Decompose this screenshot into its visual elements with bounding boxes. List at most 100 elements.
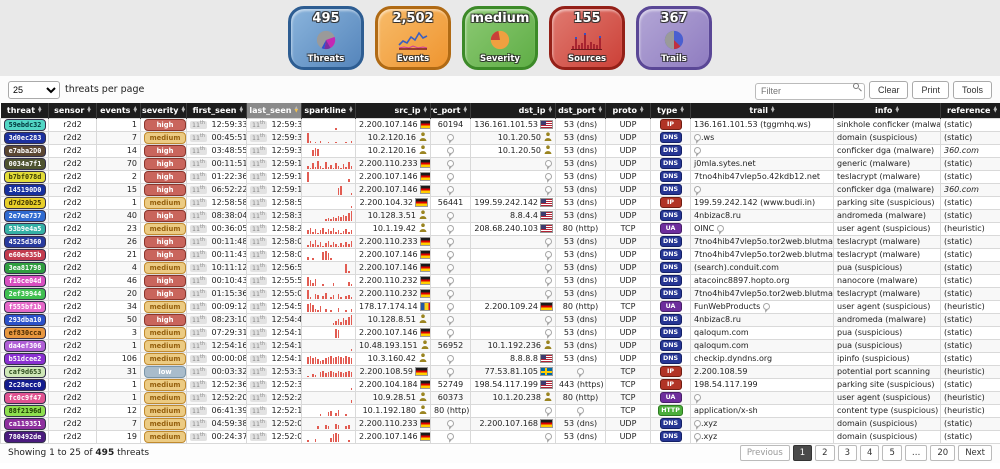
- clear-button[interactable]: Clear: [868, 80, 909, 99]
- trail-cell[interactable]: 199.59.242.142 (www.budi.in): [690, 195, 834, 210]
- severity-badge: medium: [144, 197, 186, 208]
- trail-cell[interactable]: atacoinc8897.hopto.org: [690, 273, 834, 288]
- trail-cell[interactable]: 4nbizac8.ru: [690, 208, 834, 223]
- print-button[interactable]: Print: [912, 80, 949, 99]
- pagination-next[interactable]: Next: [958, 445, 992, 461]
- trail-cell[interactable]: 198.54.117.199: [690, 377, 834, 392]
- threat-id-chip[interactable]: 0034a7f1: [4, 158, 46, 169]
- trail-cell[interactable]: .xyz: [690, 429, 834, 444]
- threat-id-chip[interactable]: e7aba2D0: [4, 145, 46, 156]
- column-header-type[interactable]: type ▲ ▼: [650, 103, 691, 118]
- column-header-sparkline[interactable]: sparkline ▲ ▼: [301, 103, 356, 118]
- trail-cell[interactable]: 2.200.108.59: [690, 364, 834, 379]
- severity-card[interactable]: medium Severity: [462, 6, 538, 70]
- threat-id-chip[interactable]: e60e635b: [4, 249, 46, 260]
- column-header-threat[interactable]: threat ▲ ▼: [0, 103, 49, 118]
- threats-card[interactable]: 495 Threats: [288, 6, 364, 70]
- pagination-page-20[interactable]: 20: [930, 445, 956, 461]
- column-header-trail[interactable]: trail ▲ ▼: [690, 103, 834, 118]
- dst-port-cell: 53 (dns): [555, 429, 606, 444]
- tools-button[interactable]: Tools: [952, 80, 992, 99]
- day-pill: 11th: [250, 198, 267, 207]
- trail-cell[interactable]: .xyz: [690, 416, 834, 431]
- sensor-cell: r2d2: [48, 312, 97, 327]
- trail-cell[interactable]: j0mla.sytes.net: [690, 156, 834, 171]
- trail-cell[interactable]: application/x-sh: [690, 403, 834, 418]
- trail-cell[interactable]: 7tno4hib47vlep5o.tor2web.blutmagie.de: [690, 247, 834, 262]
- severity-badge: medium: [144, 405, 186, 416]
- sources-card[interactable]: 155 Sources: [549, 6, 625, 70]
- column-header-sensor[interactable]: sensor ▲ ▼: [48, 103, 97, 118]
- column-header-dst_ip[interactable]: dst_ip ▲ ▼: [470, 103, 556, 118]
- threat-id-chip[interactable]: 293dba10: [4, 314, 46, 325]
- threat-id-chip[interactable]: ef830cca: [4, 327, 46, 338]
- trail-cell[interactable]: 136.161.101.53 (tggmhq.ws): [690, 117, 834, 132]
- trail-cell[interactable]: qaloqum.com: [690, 325, 834, 340]
- pagination-page-2[interactable]: 2: [815, 445, 835, 461]
- column-header-dst_port[interactable]: dst_port ▲ ▼: [555, 103, 606, 118]
- trail-cell[interactable]: (search).conduit.com: [690, 260, 834, 275]
- threat-id-chip[interactable]: 2e7ee737: [4, 210, 46, 221]
- first_seen-cell: 11th 00:45:51: [186, 130, 247, 145]
- threat-id-chip[interactable]: 145190D0: [4, 184, 46, 195]
- src-port-cell: [430, 208, 471, 223]
- day-pill: 11th: [190, 432, 207, 441]
- threat-id-chip[interactable]: 4525d360: [4, 236, 46, 247]
- page-size-select[interactable]: 25: [8, 80, 60, 99]
- column-header-last_seen[interactable]: last_seen ▲ ▼: [246, 103, 302, 118]
- threat-cell: 145190D0: [0, 182, 49, 197]
- threat-id-chip[interactable]: 53b9e4a5: [4, 223, 46, 234]
- trail-cell[interactable]: qaloqum.com: [690, 338, 834, 353]
- filter-input[interactable]: [754, 82, 865, 100]
- pagination-page-4[interactable]: 4: [860, 445, 880, 461]
- pagination-page-5[interactable]: 5: [882, 445, 902, 461]
- trail-cell[interactable]: 7tno4hib47vlep5o.tor2web.blutmagie.de: [690, 234, 834, 249]
- column-header-severity[interactable]: severity ▲ ▼: [140, 103, 187, 118]
- threat-id-chip[interactable]: b51dcee2: [4, 353, 46, 364]
- threat-id-chip[interactable]: b7bf078d: [4, 171, 46, 182]
- trail-cell[interactable]: [690, 390, 834, 405]
- severity-badge: medium: [144, 223, 186, 234]
- pagination-page-3[interactable]: 3: [837, 445, 858, 461]
- lan-user-icon: [544, 340, 552, 351]
- threat-id-chip[interactable]: ca119351: [4, 418, 46, 429]
- threat-id-chip[interactable]: caf9d653: [4, 366, 46, 377]
- column-header-first_seen[interactable]: first_seen ▲ ▼: [186, 103, 247, 118]
- threat-id-chip[interactable]: da4ef306: [4, 340, 46, 351]
- threat-id-chip[interactable]: 2ef39944: [4, 288, 46, 299]
- trail-cell[interactable]: OINC: [690, 221, 834, 236]
- column-label: sensor: [54, 105, 85, 115]
- column-header-events[interactable]: events ▲ ▼: [96, 103, 141, 118]
- proto-cell: UDP: [605, 286, 651, 301]
- threat-id-chip[interactable]: 780492de: [4, 431, 46, 442]
- trail-cell[interactable]: [690, 143, 834, 158]
- trail-cell[interactable]: 7tno4hib47vlep5o.tor2web.blutmagie.de: [690, 286, 834, 301]
- trail-cell[interactable]: 4nbizac8.ru: [690, 312, 834, 327]
- column-header-reference[interactable]: reference ▲ ▼: [940, 103, 1000, 118]
- multiple-values-bubble-icon: [447, 251, 454, 258]
- threat-id-chip[interactable]: f555bf1b: [4, 301, 46, 312]
- threat-id-chip[interactable]: 3d0ec283: [4, 132, 46, 143]
- trail-cell[interactable]: [690, 182, 834, 197]
- column-header-proto[interactable]: proto ▲ ▼: [605, 103, 651, 118]
- trails-card[interactable]: 367 Trails: [636, 6, 712, 70]
- threat-id-chip[interactable]: 88f2196d: [4, 405, 46, 416]
- trail-cell[interactable]: FunWebProducts: [690, 299, 834, 314]
- first_seen-cell: 11th 08:38:04: [186, 208, 247, 223]
- pagination-page-1[interactable]: 1: [792, 445, 813, 461]
- threat-id-chip[interactable]: f16ce04d: [4, 275, 46, 286]
- trail-cell[interactable]: checkip.dyndns.org: [690, 351, 834, 366]
- threat-id-chip[interactable]: d7d20b25: [4, 197, 46, 208]
- pagination-previous[interactable]: Previous: [739, 445, 790, 461]
- column-header-src_ip[interactable]: src_ip ▲ ▼: [355, 103, 431, 118]
- column-header-info[interactable]: info ▲ ▼: [833, 103, 941, 118]
- threat-id-chip[interactable]: fc0c9f47: [4, 392, 46, 403]
- threat-id-chip[interactable]: 3ea81798: [4, 262, 46, 273]
- column-header-src_port[interactable]: src_port▲▼: [430, 103, 471, 118]
- threat-id-chip[interactable]: 59ebdc32: [4, 119, 46, 130]
- pagination-ellipsis[interactable]: …: [904, 445, 928, 461]
- trail-cell[interactable]: 7tno4hib47vlep5o.42kdb12.net: [690, 169, 834, 184]
- trail-cell[interactable]: .ws: [690, 130, 834, 145]
- threat-id-chip[interactable]: 2c28ecc0: [4, 379, 46, 390]
- events-card[interactable]: 2,502 Events: [375, 6, 451, 70]
